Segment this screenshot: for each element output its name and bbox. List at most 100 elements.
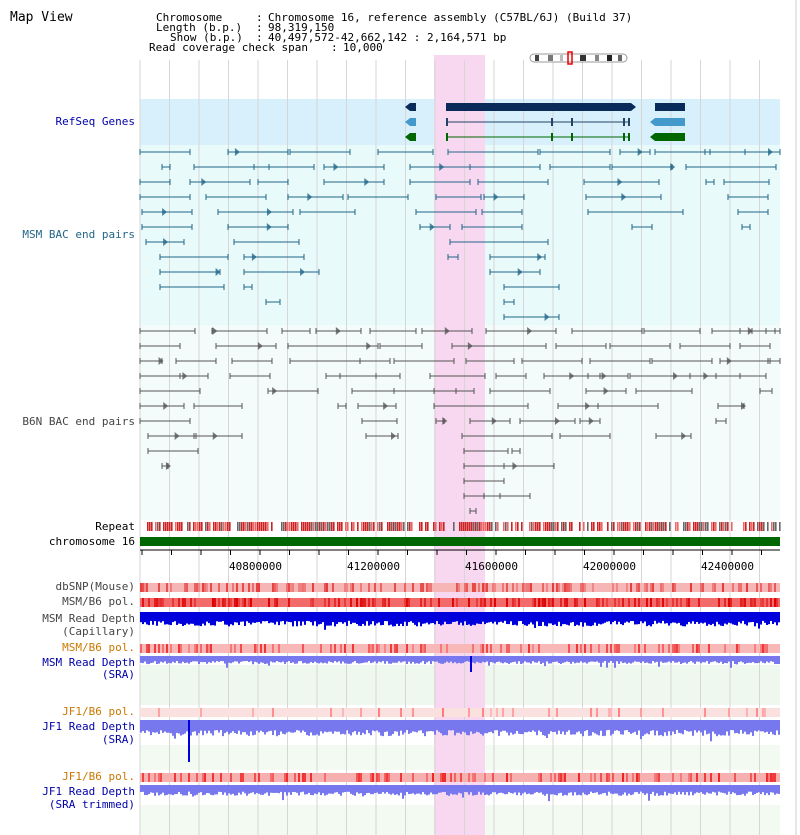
repeat-mark <box>321 522 323 531</box>
jf1-depth-bar <box>268 720 270 732</box>
jf1-depth-bar <box>768 720 770 734</box>
msm-depth-cap-bar <box>586 612 588 626</box>
jf1-depth-bar <box>416 720 418 733</box>
track-label-jf1-trim-sub: (SRA trimmed) <box>48 798 135 811</box>
msm-depth-sra-bar <box>158 656 160 664</box>
msm-depth-cap-bar <box>176 612 178 625</box>
jf1-depth-bar <box>284 720 286 735</box>
jf1-pol-trim-mark <box>286 773 288 782</box>
msm-pol-sra-mark <box>352 644 354 653</box>
jf1-depth-trim-bar <box>726 785 728 795</box>
jf1-depth-bar <box>544 720 546 736</box>
jf1-depth-trim-bar <box>336 785 338 793</box>
dbsnp-mark <box>158 583 160 592</box>
msm-depth-sra-bar <box>250 656 252 662</box>
msm-depth-cap-bar <box>236 612 238 623</box>
refseq-genes-track[interactable] <box>405 103 685 141</box>
msm-depth-sra-bar <box>458 656 460 663</box>
msm-pol-mark <box>160 598 162 607</box>
msm-depth-sra-bar <box>318 656 320 664</box>
jf1-depth-bar <box>574 720 576 735</box>
jf1-depth-trim-bar <box>178 785 180 792</box>
msm-pol-mark <box>506 598 508 607</box>
jf1-depth-bar <box>362 720 364 733</box>
b6n-bac-arrow <box>588 417 594 425</box>
repeat-mark <box>659 522 661 531</box>
jf1-depth-bar <box>472 720 474 734</box>
msm-depth-sra-bar <box>660 656 662 662</box>
gene-exon <box>628 118 630 126</box>
dbsnp-mark <box>516 583 518 592</box>
msm-depth-cap-bar <box>374 612 376 626</box>
msm-depth-sra-bar <box>558 656 560 664</box>
jf1-depth-bar <box>716 720 718 737</box>
show-label: Show (b.p.) <box>170 31 243 44</box>
msm-pol-sra-mark <box>634 644 636 653</box>
jf1-depth-trim-bar <box>286 785 288 796</box>
msm-depth-sra-bar <box>518 656 520 662</box>
jf1-depth-bar <box>750 720 752 733</box>
msm-pol-mark <box>250 598 252 607</box>
msm-depth-cap-bar <box>520 612 522 621</box>
chromosome-ideogram[interactable] <box>529 51 628 65</box>
msm-depth-cap-bar <box>602 612 604 624</box>
repeat-mark <box>197 522 199 531</box>
msm-depth-sra-bar <box>382 656 384 662</box>
jf1-depth-trim-bar <box>250 785 252 793</box>
repeat-mark <box>309 522 311 531</box>
msm-bac-track[interactable] <box>139 148 781 321</box>
jf1-depth-trim-bar <box>476 785 478 795</box>
repeat-mark <box>465 522 467 531</box>
msm-depth-sra-bar <box>484 656 486 663</box>
jf1-depth-trim-bar <box>668 785 670 794</box>
jf1-pol-trim-mark <box>672 773 674 782</box>
jf1-depth-trim-bar <box>688 785 690 796</box>
repeat-mark <box>397 522 399 531</box>
jf1-depth-bar <box>480 720 482 735</box>
jf1-depth-bar <box>210 720 212 734</box>
jf1-depth-trim-bar <box>742 785 744 794</box>
jf1-pol-trim-mark <box>600 773 602 782</box>
msm-depth-sra-bar <box>400 656 402 663</box>
msm-depth-sra-bar <box>466 656 468 662</box>
jf1-depth-trim-bar <box>738 785 740 795</box>
msm-depth-sra-bar <box>446 656 448 662</box>
msm-depth-cap-bar <box>196 612 198 626</box>
msm-depth-cap-bar <box>386 612 388 622</box>
msm-pol-sra-mark <box>210 644 212 653</box>
msm-depth-cap-bar <box>324 612 326 630</box>
repeat-mark <box>649 522 651 531</box>
dbsnp-mark <box>258 583 260 592</box>
msm-depth-cap-bar <box>142 612 144 625</box>
jf1-depth-trim-bar <box>310 785 312 796</box>
msm-depth-cap-bar <box>566 612 568 625</box>
msm-depth-sra-bar <box>680 656 682 664</box>
msm-depth-cap-bar <box>408 612 410 623</box>
msm-depth-cap-bar <box>170 612 172 626</box>
repeat-mark <box>491 522 493 531</box>
msm-pol-sra-mark <box>590 644 592 653</box>
jf1-depth-bar <box>736 720 738 733</box>
msm-depth-cap-bar <box>342 612 344 624</box>
jf1-depth-bar <box>618 720 620 732</box>
jf1-depth-trim-bar <box>560 785 562 793</box>
jf1-pol-trim-mark <box>442 773 444 782</box>
msm-pol-mark <box>480 598 482 607</box>
msm-depth-sra-bar <box>678 656 680 662</box>
msm-depth-cap-bar <box>524 612 526 626</box>
msm-pol-mark <box>142 598 144 607</box>
msm-depth-sra-bar <box>324 656 326 663</box>
msm-depth-sra-bar <box>486 656 488 662</box>
msm-depth-sra-bar <box>170 656 172 664</box>
msm-depth-cap-bar <box>274 612 276 625</box>
jf1-depth-bar <box>490 720 492 732</box>
msm-pol-sra-mark <box>576 644 578 653</box>
jf1-depth-bar <box>634 720 636 732</box>
msm-depth-cap-bar <box>436 612 438 622</box>
msm-depth-sra-bar <box>276 656 278 662</box>
repeat-mark <box>221 522 223 531</box>
msm-depth-sra-bar <box>776 656 778 664</box>
b6n-bac-track[interactable] <box>139 327 781 514</box>
repeat-mark <box>617 522 619 531</box>
